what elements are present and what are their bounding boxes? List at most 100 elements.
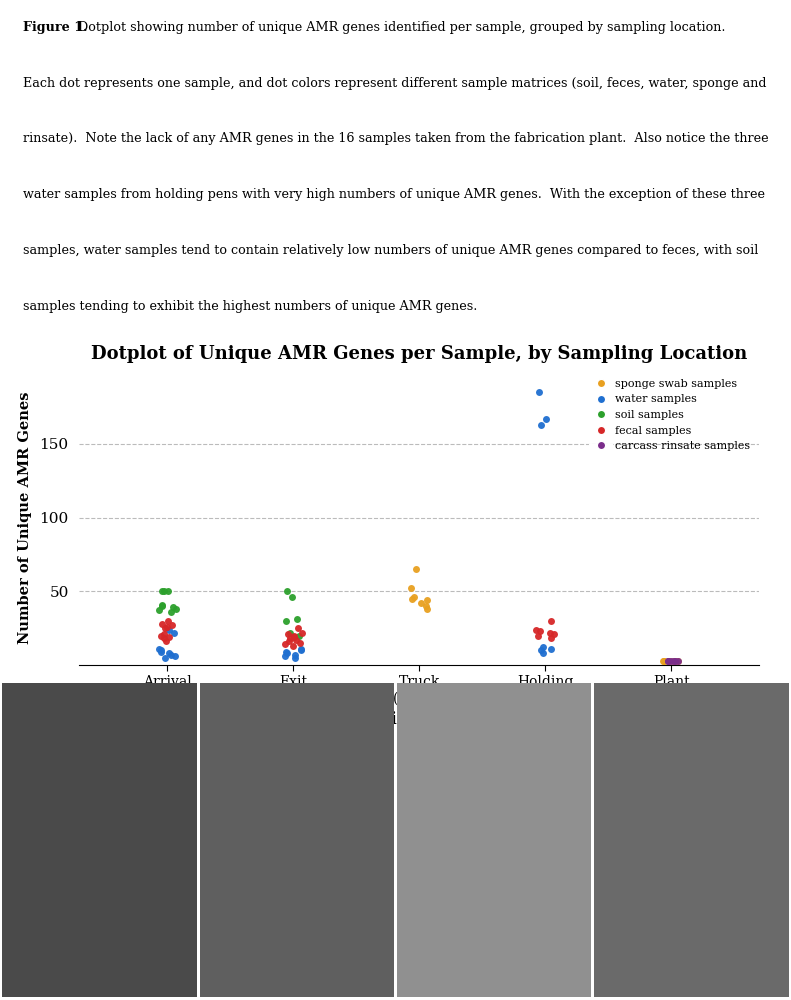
- Point: [283, 625, 296, 641]
- Point: [287, 629, 300, 645]
- Bar: [594, 683, 789, 997]
- Point: [155, 642, 168, 658]
- Bar: [2, 683, 197, 997]
- Point: [288, 628, 301, 644]
- Bar: [219, 744, 375, 936]
- Point: [535, 417, 547, 433]
- Point: [544, 630, 557, 646]
- Point: [664, 653, 677, 669]
- Point: [163, 645, 176, 661]
- Point: [154, 628, 167, 644]
- Text: Each dot represents one sample, and dot colors represent different sample matric: Each dot represents one sample, and dot …: [24, 77, 767, 90]
- Text: samples, water samples tend to contain relatively low numbers of unique AMR gene: samples, water samples tend to contain r…: [24, 244, 759, 257]
- Point: [157, 630, 170, 646]
- Point: [279, 644, 292, 660]
- Point: [161, 613, 174, 629]
- Point: [530, 622, 543, 638]
- Point: [156, 598, 168, 614]
- Point: [295, 625, 308, 641]
- Point: [286, 589, 298, 605]
- Point: [295, 642, 308, 658]
- Point: [421, 601, 433, 617]
- Point: [669, 653, 682, 669]
- Bar: [613, 744, 769, 936]
- Point: [669, 653, 682, 669]
- Point: [294, 635, 307, 651]
- Legend: sponge swab samples, water samples, soil samples, fecal samples, carcass rinsate: sponge swab samples, water samples, soil…: [586, 376, 754, 454]
- Point: [165, 647, 178, 663]
- Point: [153, 602, 165, 618]
- Point: [405, 580, 418, 596]
- Bar: [22, 744, 178, 936]
- Point: [657, 653, 670, 669]
- Point: [156, 616, 168, 632]
- Point: [289, 650, 301, 666]
- Point: [544, 613, 557, 629]
- Text: Dotplot showing number of unique AMR genes identified per sample, grouped by sam: Dotplot showing number of unique AMR gen…: [70, 21, 726, 34]
- Point: [420, 592, 433, 608]
- Point: [293, 628, 305, 644]
- Point: [155, 583, 168, 599]
- Point: [157, 626, 170, 642]
- Point: [532, 384, 545, 400]
- Point: [543, 625, 556, 641]
- Point: [290, 632, 302, 648]
- Point: [284, 630, 297, 646]
- Point: [153, 641, 166, 657]
- Point: [670, 653, 683, 669]
- Point: [547, 626, 560, 642]
- Bar: [396, 683, 592, 997]
- Point: [290, 611, 303, 627]
- Point: [406, 591, 418, 607]
- Point: [668, 653, 681, 669]
- Point: [668, 653, 680, 669]
- Point: [280, 613, 293, 629]
- Point: [163, 629, 176, 645]
- Point: [414, 595, 427, 611]
- Point: [662, 653, 675, 669]
- Point: [161, 583, 174, 599]
- Point: [279, 648, 292, 664]
- Point: [165, 604, 177, 620]
- Point: [667, 653, 679, 669]
- Point: [281, 645, 293, 661]
- Point: [159, 620, 172, 636]
- Point: [672, 653, 684, 669]
- Bar: [416, 744, 572, 936]
- Point: [168, 625, 180, 641]
- Point: [282, 626, 294, 642]
- Text: Figure 1.: Figure 1.: [24, 21, 88, 34]
- X-axis label: Sampling Location: Sampling Location: [331, 711, 507, 728]
- Text: rinsate).  Note the lack of any AMR genes in the 16 samples taken from the fabri: rinsate). Note the lack of any AMR genes…: [24, 132, 769, 145]
- Point: [292, 620, 305, 636]
- Point: [160, 633, 172, 649]
- Point: [282, 633, 295, 649]
- Point: [534, 623, 547, 639]
- Point: [537, 645, 550, 661]
- Point: [163, 622, 176, 638]
- Point: [155, 597, 168, 613]
- Point: [166, 617, 179, 633]
- Text: samples tending to exhibit the highest numbers of unique AMR genes.: samples tending to exhibit the highest n…: [24, 300, 478, 313]
- Point: [159, 650, 172, 666]
- Point: [280, 583, 293, 599]
- Point: [287, 638, 300, 654]
- Y-axis label: Number of Unique AMR Genes: Number of Unique AMR Genes: [18, 391, 32, 644]
- Point: [658, 653, 671, 669]
- Bar: [199, 683, 394, 997]
- Point: [169, 648, 182, 664]
- Point: [161, 619, 173, 635]
- Point: [169, 601, 182, 617]
- Point: [155, 644, 168, 660]
- Point: [420, 598, 433, 614]
- Point: [536, 639, 549, 655]
- Point: [532, 628, 544, 644]
- Point: [661, 653, 674, 669]
- Point: [410, 561, 422, 577]
- Text: water samples from holding pens with very high numbers of unique AMR genes.  Wit: water samples from holding pens with ver…: [24, 188, 766, 201]
- Point: [295, 641, 308, 657]
- Point: [535, 642, 547, 658]
- Point: [539, 411, 552, 427]
- Point: [662, 653, 675, 669]
- Point: [545, 641, 558, 657]
